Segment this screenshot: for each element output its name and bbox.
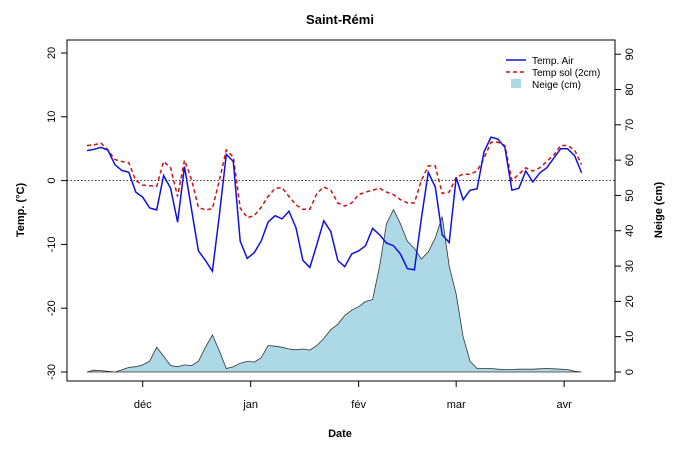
x-axis-title: Date (328, 428, 352, 440)
legend-label-temp-air: Temp. Air (532, 56, 574, 67)
plot-frame (66, 39, 616, 382)
series-area-neige (86, 208, 582, 373)
y-tick-label-left: 10 (46, 111, 58, 123)
chart-title: Saint-Rémi (306, 12, 374, 27)
y-tick-label-right: 60 (624, 154, 636, 166)
y-tick-label-right: 70 (624, 119, 636, 131)
legend-swatch-neige (511, 79, 521, 88)
legend-label-temp-sol: Temp sol (2cm) (532, 68, 600, 79)
y-tick-label-left: -10 (46, 236, 58, 252)
y-tick-label-left: -30 (46, 364, 58, 380)
legend: Temp. Air Temp sol (2cm) Neige (cm) (506, 56, 600, 91)
y-tick-label-left: -20 (46, 300, 58, 316)
y-tick-label-right: 10 (624, 331, 636, 343)
y-axis-title-left: Temp. (°C) (15, 183, 27, 238)
series-line-temp-air (86, 136, 583, 274)
y-tick-label-right: 40 (624, 225, 636, 237)
y-tick-label-left: 0 (46, 178, 58, 184)
y-tick-label-left: 20 (46, 47, 58, 59)
y-tick-label-right: 0 (624, 369, 636, 375)
y-axis-title-right: Neige (cm) (653, 182, 665, 239)
y-tick-label-right: 20 (624, 295, 636, 307)
x-tick-label: mar (447, 399, 466, 411)
y-tick-label-right: 90 (624, 48, 636, 60)
y-tick-label-right: 80 (624, 83, 636, 95)
y-tick-label-right: 30 (624, 260, 636, 272)
y-tick-label-right: 50 (624, 189, 636, 201)
chart-marks: -30 -20 -10 0 10 20 0 10 20 30 40 50 60 70 80 90 déc jan f… (46, 47, 636, 411)
legend-label-neige: Neige (cm) (532, 80, 581, 91)
x-tick-label: fév (351, 399, 366, 411)
x-tick-label: jan (242, 399, 258, 411)
x-tick-label: déc (134, 399, 152, 411)
series-line-temp-sol (86, 141, 583, 219)
x-tick-label: avr (556, 399, 572, 411)
